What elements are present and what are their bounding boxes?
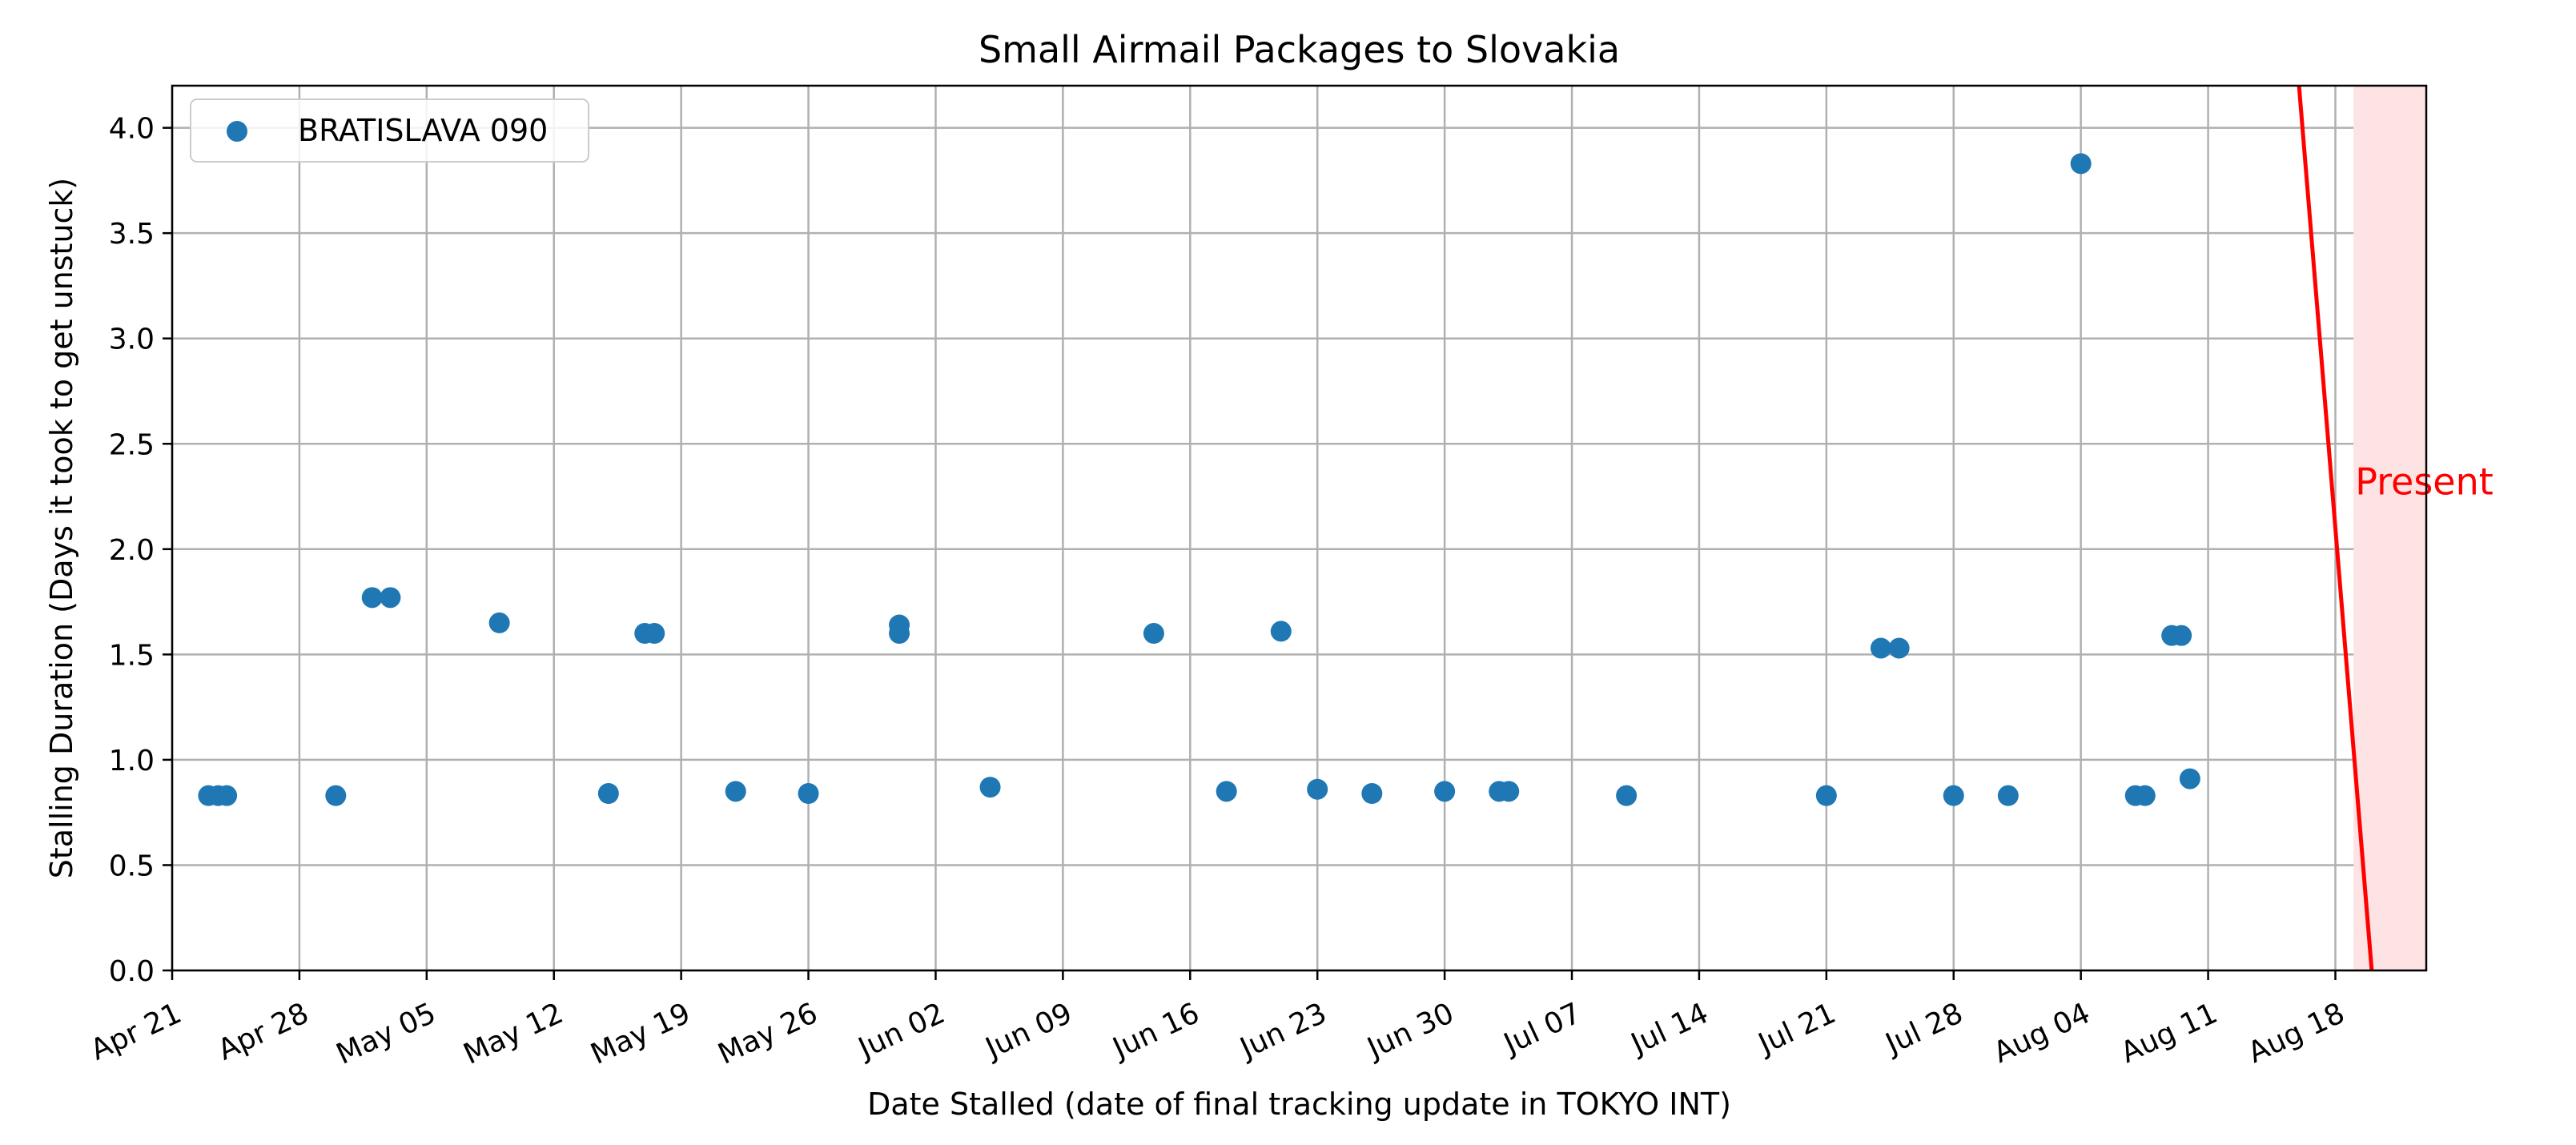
y-tick-label: 3.5 <box>109 218 155 251</box>
present-line <box>2297 85 2374 971</box>
data-point <box>1943 785 1964 806</box>
data-point <box>979 777 1001 798</box>
data-point <box>1870 637 1891 659</box>
data-point <box>1815 785 1837 806</box>
legend-marker <box>227 121 247 142</box>
data-point <box>889 623 910 645</box>
present-shaded-region <box>2353 86 2426 970</box>
data-point <box>1997 785 2019 806</box>
present-region: Present <box>2297 85 2494 971</box>
data-point <box>1216 781 1237 802</box>
data-point <box>2134 785 2156 806</box>
data-point <box>2179 768 2200 789</box>
y-tick-label: 2.5 <box>109 428 155 461</box>
plot-frame <box>171 84 2428 972</box>
y-tick-label: 3.0 <box>109 323 155 356</box>
data-point <box>1616 785 1638 806</box>
y-tick-label: 0.5 <box>109 850 155 882</box>
data-point <box>1361 783 1383 804</box>
chart-title: Small Airmail Packages to Slovakia <box>979 28 1620 71</box>
legend: BRATISLAVA 090 <box>190 98 589 163</box>
data-point <box>644 623 665 645</box>
y-axis-ticks: 0.0 0.5 1.0 1.5 2.0 2.5 3.0 3.5 4.0 <box>109 113 172 988</box>
legend-label: BRATISLAVA 090 <box>298 113 548 148</box>
data-point <box>1307 778 1328 800</box>
data-point <box>325 785 347 806</box>
data-point <box>1888 637 1910 659</box>
data-point <box>2070 153 2092 175</box>
present-label: Present <box>2355 460 2494 504</box>
legend-box <box>190 98 589 163</box>
y-tick-label: 4.0 <box>109 113 155 146</box>
data-point <box>725 781 746 802</box>
data-point <box>1270 621 1292 642</box>
data-point <box>1143 623 1164 645</box>
y-tick-label: 2.0 <box>109 534 155 567</box>
y-tick-label: 1.5 <box>109 639 155 672</box>
data-point <box>1434 781 1456 802</box>
data-point <box>2171 625 2192 646</box>
data-point <box>380 587 401 609</box>
data-point <box>488 612 510 633</box>
x-axis-label: Date Stalled (date of final tracking upd… <box>867 1087 1731 1122</box>
y-tick-label: 1.0 <box>109 745 155 777</box>
data-point <box>597 783 619 804</box>
y-tick-label: 0.0 <box>109 955 155 988</box>
data-points <box>198 153 2200 806</box>
data-point <box>798 783 819 804</box>
data-point <box>216 785 238 806</box>
data-point <box>361 587 383 609</box>
data-point <box>1498 781 1520 802</box>
y-axis-label: Stalling Duration (Days it took to get u… <box>44 178 79 879</box>
